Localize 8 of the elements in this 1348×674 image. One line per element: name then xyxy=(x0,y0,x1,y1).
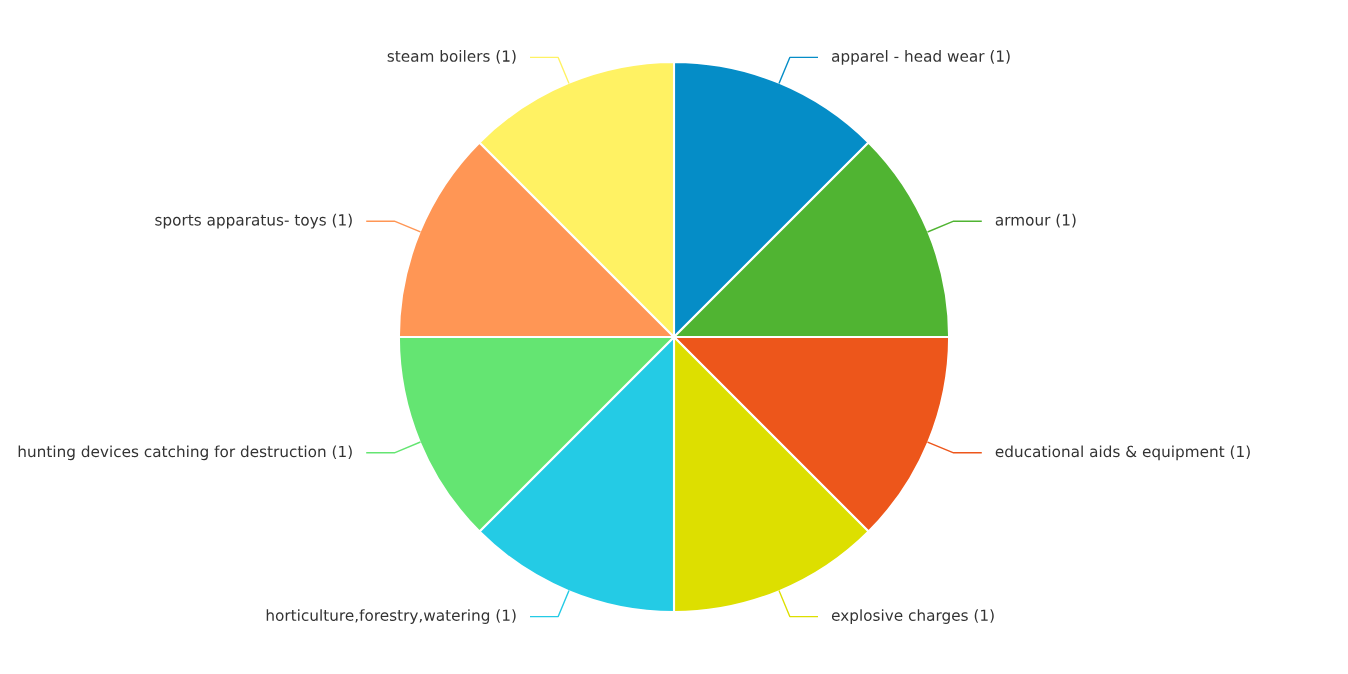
slice-label: explosive charges (1) xyxy=(831,609,994,624)
slice-label: hunting devices catching for destruction (1) xyxy=(18,445,352,461)
slice-label: educational aids & equipment (1) xyxy=(995,445,1250,461)
slice-label: horticulture,forestry,watering (1) xyxy=(266,609,516,624)
slice-label: sports apparatus- toys (1) xyxy=(155,213,352,229)
slice-label: armour (1) xyxy=(995,213,1076,228)
slice-label: apparel - head wear (1) xyxy=(831,50,1010,65)
slice-label: steam boilers (1) xyxy=(387,50,516,64)
